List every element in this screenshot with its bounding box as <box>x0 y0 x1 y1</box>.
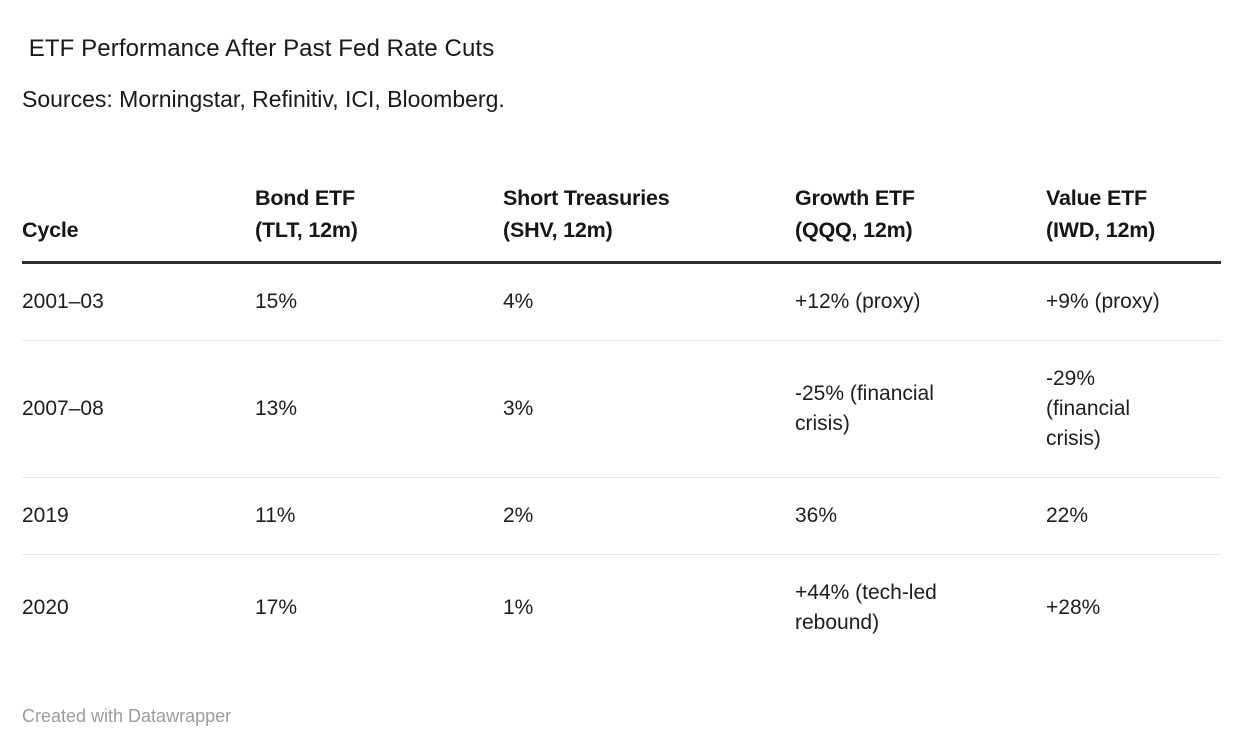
chart-subtitle: Sources: Morningstar, Refinitiv, ICI, Bl… <box>22 86 505 112</box>
table-cell-r0-c1: 15% <box>255 262 503 341</box>
table-cell-r3-c2: 1% <box>503 596 534 619</box>
table-cell-r1-c0: 2007–08 <box>22 340 255 478</box>
header-line1: Value ETF <box>1046 186 1147 210</box>
table-cell-r2-c2: 2% <box>503 477 795 555</box>
header-line2: (TLT, 12m) <box>255 218 358 242</box>
table-cell-r3-c3: +44% (tech-led rebound) <box>795 581 937 634</box>
table-cell-r2-c0: 2019 <box>22 477 255 555</box>
etf-performance-table: Cycle Bond ETF (TLT, 12m) Short Treasuries (… <box>22 182 1221 661</box>
header-cell-2: Short Treasuries (SHV, 12m) <box>503 182 795 264</box>
header-line1: Cycle <box>22 218 79 242</box>
header-row: Cycle Bond ETF (TLT, 12m) Short Treasuries (… <box>22 182 1221 264</box>
header-cell-0: Cycle <box>22 182 255 264</box>
table-row-3: 2020 17% 1% +44% (tech-led rebound) +28% <box>22 555 1221 662</box>
table-cell-r2-c4: 22% <box>1046 477 1221 555</box>
header-cell-4: Value ETF (IWD, 12m) <box>1046 182 1221 264</box>
table-cell-r2-c3: 36% <box>795 477 1046 555</box>
table-cell-r0-c2: 4% <box>503 262 795 341</box>
table-header: Cycle Bond ETF (TLT, 12m) Short Treasuries (… <box>22 182 1221 264</box>
header-line1: Bond ETF <box>255 186 355 210</box>
table-cell-r1-c1: 13% <box>255 340 503 478</box>
chart-title: ETF Performance After Past Fed Rate Cuts <box>22 35 495 62</box>
table-cell-r2-c1: 11% <box>255 477 503 555</box>
attribution-text: Created with Datawrapper <box>22 706 232 726</box>
header-cell-1: Bond ETF (TLT, 12m) <box>255 182 503 264</box>
table-cell-r3-c1: 17% <box>255 596 298 619</box>
table-row-0: 2001–03 15% 4% +12% (proxy) +9% (proxy) <box>22 262 1221 341</box>
table-cell-r0-c3: +12% (proxy) <box>795 262 1046 341</box>
table-cell-r0-c0: 2001–03 <box>22 262 255 341</box>
header-cell-3: Growth ETF (QQQ, 12m) <box>795 182 1046 264</box>
header-line2: (QQQ, 12m) <box>795 218 913 242</box>
table-cell-r3-c0: 2020 <box>22 596 69 619</box>
header-line2: (SHV, 12m) <box>503 218 613 242</box>
header-line1: Short Treasuries <box>503 186 670 210</box>
table-row-2: 2019 11% 2% 36% 22% <box>22 477 1221 555</box>
table-row-1: 2007–08 13% 3% -25% (financial crisis) -29% … <box>22 340 1221 478</box>
table-cell-r1-c4: -29% (financial crisis) <box>1046 340 1221 478</box>
header-line2: (IWD, 12m) <box>1046 218 1156 242</box>
header-line1: Growth ETF <box>795 186 915 210</box>
table-cell-r0-c4: +9% (proxy) <box>1046 262 1221 341</box>
table-cell-r1-c2: 3% <box>503 340 795 478</box>
table-cell-r3-c4: +28% <box>1046 596 1101 619</box>
table-body: 2001–03 15% 4% +12% (proxy) +9% (proxy) 2007–… <box>22 262 1221 662</box>
table-cell-r1-c3: -25% (financial crisis) <box>795 340 1046 478</box>
